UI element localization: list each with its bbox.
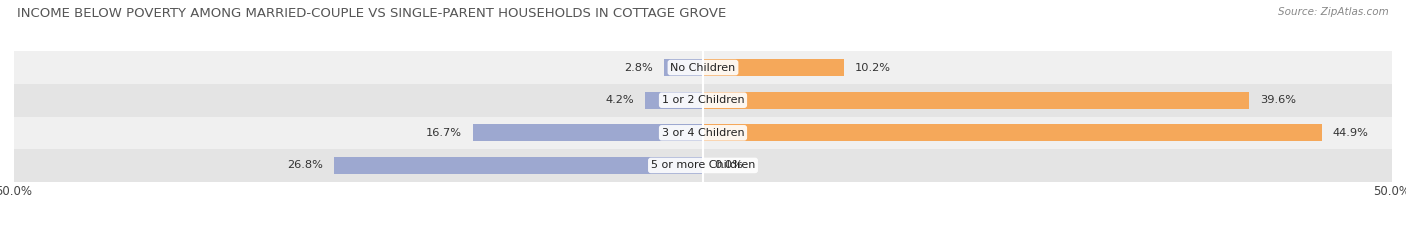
- Text: 10.2%: 10.2%: [855, 63, 890, 72]
- Text: No Children: No Children: [671, 63, 735, 72]
- Text: 1 or 2 Children: 1 or 2 Children: [662, 95, 744, 105]
- Text: INCOME BELOW POVERTY AMONG MARRIED-COUPLE VS SINGLE-PARENT HOUSEHOLDS IN COTTAGE: INCOME BELOW POVERTY AMONG MARRIED-COUPL…: [17, 7, 725, 20]
- Text: 3 or 4 Children: 3 or 4 Children: [662, 128, 744, 138]
- Bar: [703, 92, 1249, 109]
- Text: Source: ZipAtlas.com: Source: ZipAtlas.com: [1278, 7, 1389, 17]
- Text: 44.9%: 44.9%: [1333, 128, 1368, 138]
- Bar: [703, 124, 1322, 141]
- Text: 4.2%: 4.2%: [606, 95, 634, 105]
- Text: 5 or more Children: 5 or more Children: [651, 161, 755, 170]
- Text: 39.6%: 39.6%: [1260, 95, 1296, 105]
- Bar: [703, 59, 844, 76]
- Text: 0.0%: 0.0%: [714, 161, 742, 170]
- Bar: [14, 84, 1392, 116]
- Text: 16.7%: 16.7%: [426, 128, 461, 138]
- Bar: [645, 92, 703, 109]
- Text: 26.8%: 26.8%: [287, 161, 323, 170]
- Bar: [665, 59, 703, 76]
- Text: 2.8%: 2.8%: [624, 63, 654, 72]
- Bar: [333, 157, 703, 174]
- Bar: [14, 149, 1392, 182]
- Bar: [472, 124, 703, 141]
- Bar: [14, 51, 1392, 84]
- Bar: [14, 116, 1392, 149]
